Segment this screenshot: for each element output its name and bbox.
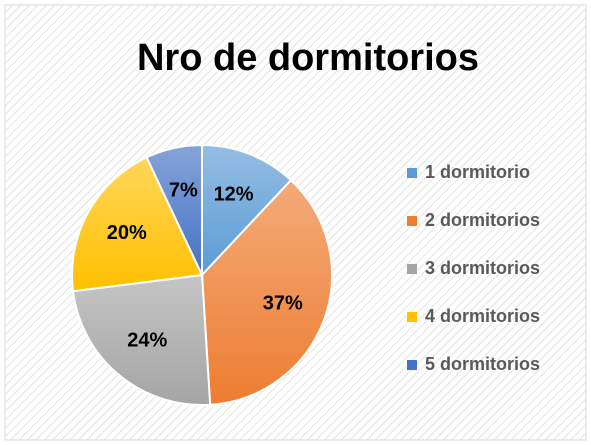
- legend-label: 5 dormitorios: [425, 354, 540, 374]
- legend-swatch: [407, 216, 417, 226]
- pie-slice: [71, 273, 212, 406]
- legend-swatch: [407, 168, 417, 178]
- data-label: 7%: [169, 180, 198, 202]
- pie-slice: [145, 143, 203, 276]
- legend-label: 1 dormitorio: [425, 162, 530, 182]
- data-label: 24%: [127, 329, 167, 351]
- legend-swatch: [407, 312, 417, 322]
- pie-slice: [200, 178, 333, 406]
- legend-swatch: [407, 360, 417, 370]
- legend-label: 4 dormitorios: [425, 306, 540, 326]
- chart-title: Nro de dormitorios: [137, 37, 479, 79]
- data-label: 37%: [263, 292, 303, 314]
- legend-label: 2 dormitorios: [425, 210, 540, 230]
- legend-swatch: [407, 264, 417, 274]
- data-label: 20%: [107, 222, 147, 244]
- pie-slice: [201, 143, 293, 278]
- legend-label: 3 dormitorios: [425, 258, 540, 278]
- pie-slice: [71, 156, 204, 293]
- data-label: 12%: [214, 184, 254, 206]
